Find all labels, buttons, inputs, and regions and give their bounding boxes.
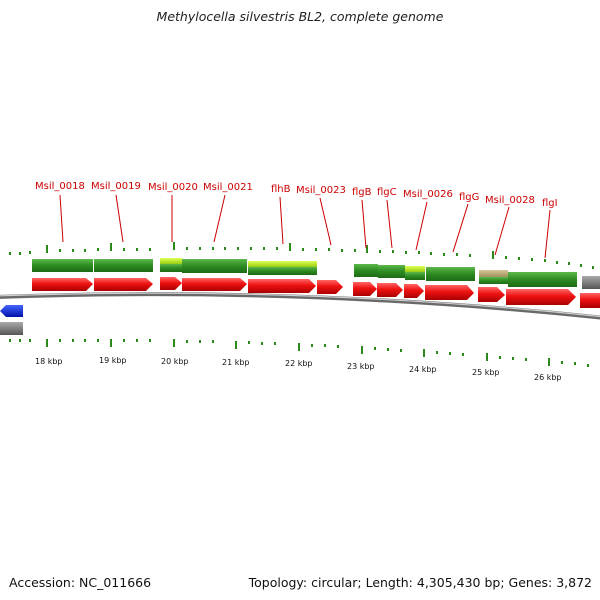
kbp-label: 19 kbp [99, 356, 127, 365]
kbp-label: 24 kbp [409, 365, 437, 374]
gene-label: flgC [377, 187, 397, 198]
gene-label: Msil_0018 [35, 181, 85, 192]
gene-label: Msil_0021 [203, 182, 253, 193]
gene-arrow [404, 284, 424, 298]
gene-arrow-track [32, 277, 600, 308]
genome-backbone [0, 292, 600, 320]
gray-feature-left [0, 322, 23, 335]
accession-label: Accession: NC_011666 [9, 575, 152, 590]
highlight-feature [405, 266, 425, 272]
highlight-feature [248, 261, 317, 267]
feature-track [32, 258, 577, 287]
map-title: Methylocella silvestris BL2, complete ge… [156, 9, 444, 24]
gene-arrow [182, 278, 247, 291]
gene-labels: Msil_0018 Msil_0019 Msil_0020 Msil_0021 … [35, 181, 558, 209]
gene-arrow [580, 293, 600, 308]
kbp-label: 18 kbp [35, 357, 63, 366]
kbp-label: 20 kbp [161, 357, 189, 366]
kbp-label: 21 kbp [222, 358, 250, 367]
gene-arrow [377, 283, 403, 297]
cds-feature [354, 264, 378, 277]
gene-label: Msil_0020 [148, 182, 198, 193]
kbp-label: 26 kbp [534, 373, 562, 382]
genome-summary: Topology: circular; Length: 4,305,430 bp… [248, 575, 592, 590]
gene-label: flgG [459, 192, 479, 203]
cds-feature [32, 259, 93, 272]
gene-arrow [506, 289, 576, 305]
gene-arrow [94, 278, 153, 291]
cds-feature [405, 272, 425, 280]
gene-label: flhB [271, 184, 291, 195]
cds-feature [94, 259, 153, 272]
gene-arrow [317, 280, 343, 294]
cds-feature [160, 264, 182, 272]
highlight-feature [160, 258, 182, 264]
gene-arrow [160, 277, 182, 290]
kbp-scale: 18 kbp 19 kbp 20 kbp 21 kbp 22 kbp 23 kb… [35, 356, 562, 382]
kbp-label: 25 kbp [472, 368, 500, 377]
lower-tick-row [9, 339, 589, 367]
cds-feature [378, 265, 405, 278]
gene-arrow [478, 287, 505, 302]
gene-label: flgI [542, 198, 558, 209]
gene-arrow [32, 278, 93, 291]
gene-label: Msil_0026 [403, 189, 453, 200]
upper-tick-row [9, 242, 594, 269]
gene-label: flgB [352, 187, 372, 198]
gray-feature-right [582, 276, 600, 289]
cds-feature [182, 259, 247, 273]
gene-arrow [248, 279, 316, 293]
blue-gene-arrow [0, 305, 23, 317]
gene-label: Msil_0028 [485, 195, 535, 206]
kbp-label: 22 kbp [285, 359, 313, 368]
gene-label: Msil_0019 [91, 181, 141, 192]
cds-feature [479, 277, 508, 284]
cds-feature [426, 267, 475, 281]
tan-feature [479, 270, 508, 277]
cds-feature [248, 267, 317, 275]
cds-feature [508, 272, 577, 287]
gene-arrow [425, 285, 474, 300]
kbp-label: 23 kbp [347, 362, 375, 371]
label-leaders [59, 194, 551, 259]
gene-label: Msil_0023 [296, 185, 346, 196]
gene-arrow [353, 282, 377, 296]
